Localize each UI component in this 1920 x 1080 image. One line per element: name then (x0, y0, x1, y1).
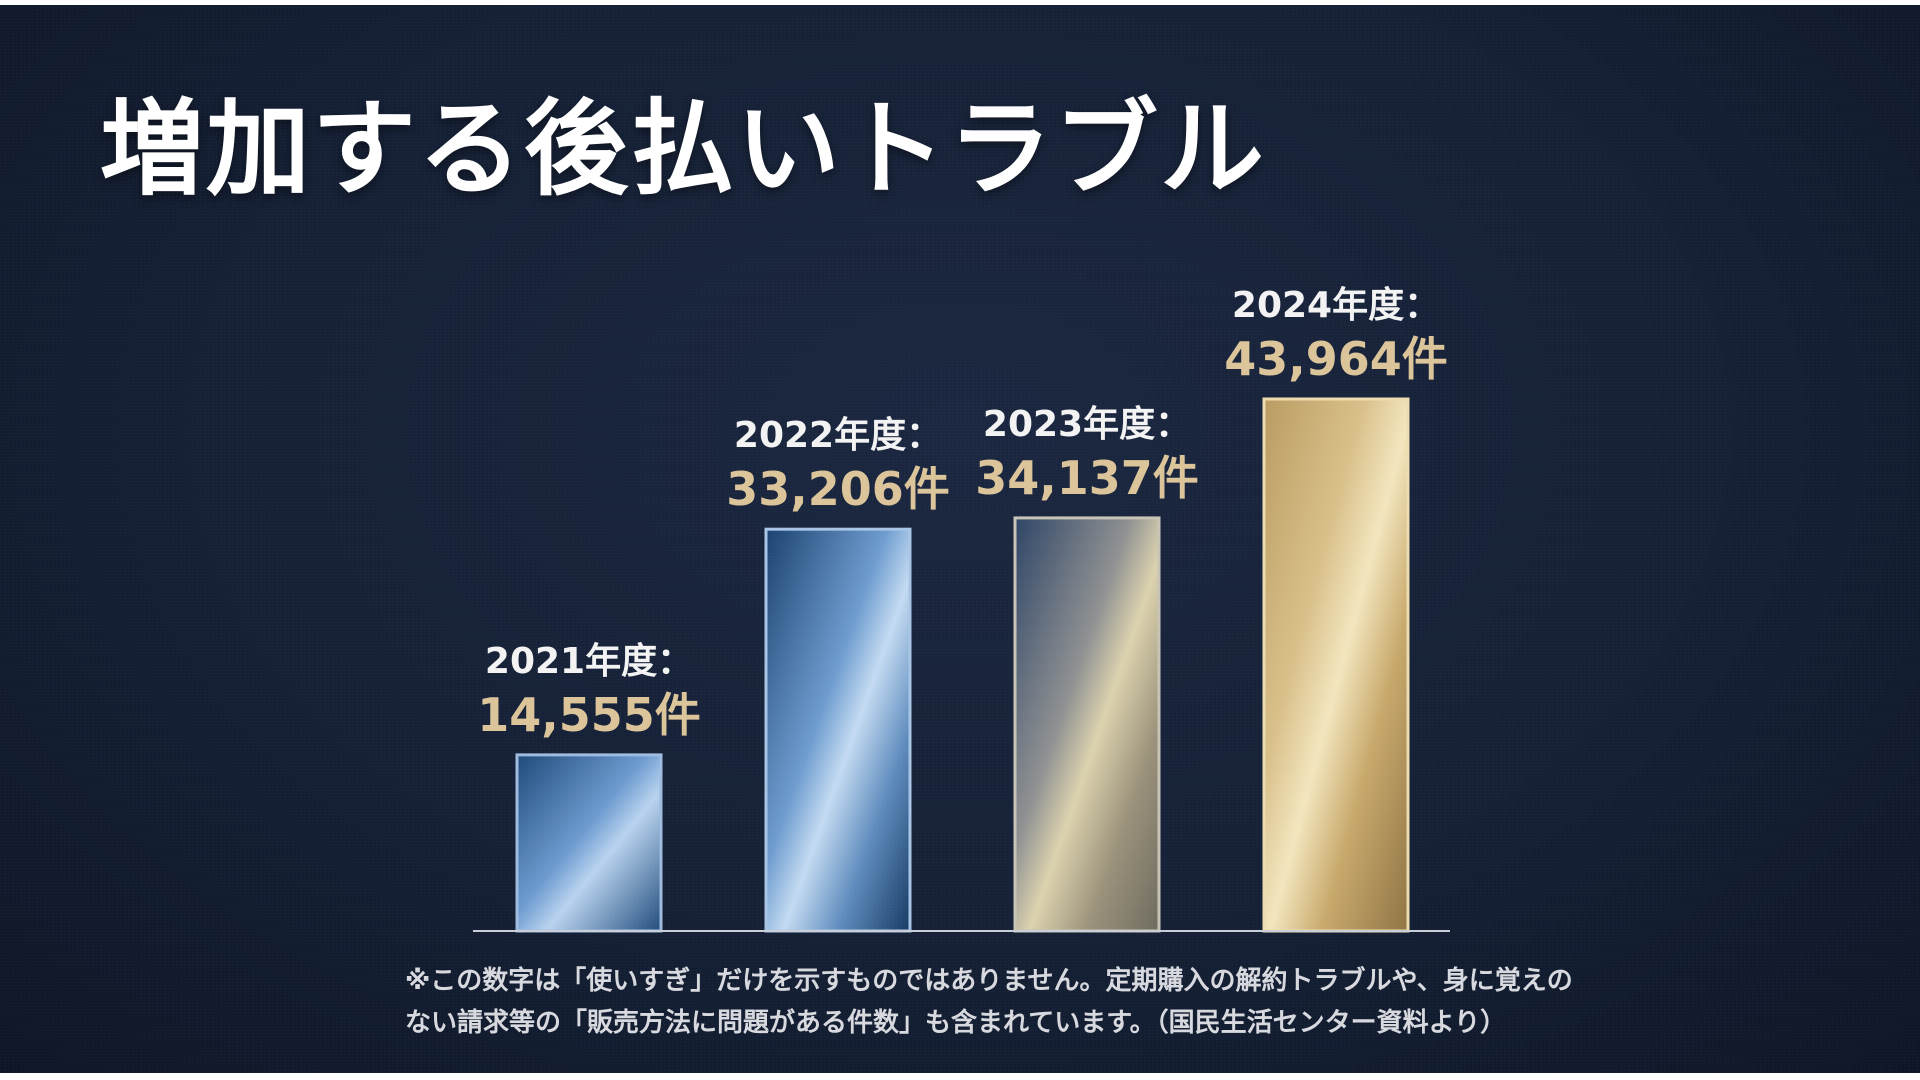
slide-title: 増加する後払いトラブル (100, 88, 1267, 210)
bar-chart: 2021年度： 14,555件 2022年度： 33,206件 2023年度： 34,13… (473, 285, 1450, 933)
bars-layer (515, 397, 1410, 933)
category-label-3: 2023年度： (983, 404, 1191, 445)
value-label-3: 34,137件 (975, 451, 1199, 505)
category-label-1: 2021年度： (485, 641, 693, 682)
value-label-4: 43,964件 (1224, 332, 1448, 386)
bar-4 (1262, 397, 1410, 933)
value-label-2: 33,206件 (726, 462, 950, 516)
category-label-4: 2024年度： (1232, 285, 1440, 326)
footnote-line-1: ※この数字は「使いすぎ」だけを示すものではありません。定期購入の解約トラブルや、… (405, 966, 1573, 996)
slide-background: 増加する後払いトラブル (0, 5, 1920, 1073)
labels-layer: 2021年度： 14,555件 2022年度： 33,206件 2023年度： 34,13… (477, 285, 1448, 742)
bar-1 (515, 753, 663, 933)
category-label-2: 2022年度： (734, 415, 942, 456)
bar-2 (764, 527, 912, 933)
bar-3 (1013, 516, 1161, 933)
footnote-line-2: ない請求等の「販売方法に問題がある件数」も含まれています。（国民生活センター資料… (405, 1008, 1507, 1038)
footnote: ※この数字は「使いすぎ」だけを示すものではありません。定期購入の解約トラブルや、… (405, 960, 1573, 1044)
value-label-1: 14,555件 (477, 688, 701, 742)
